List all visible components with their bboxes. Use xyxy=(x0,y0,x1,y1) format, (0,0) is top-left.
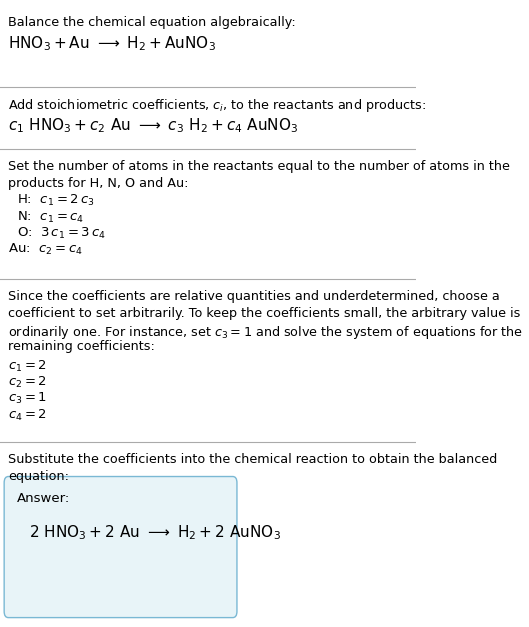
Text: coefficient to set arbitrarily. To keep the coefficients small, the arbitrary va: coefficient to set arbitrarily. To keep … xyxy=(8,307,521,320)
Text: Set the number of atoms in the reactants equal to the number of atoms in the: Set the number of atoms in the reactants… xyxy=(8,160,510,173)
Text: $\mathrm{2 \ HNO_3 + 2 \ Au \ \longrightarrow \ H_2 + 2 \ AuNO_3}$: $\mathrm{2 \ HNO_3 + 2 \ Au \ \longright… xyxy=(29,524,281,542)
Text: Au: $\ c_2 = c_4$: Au: $\ c_2 = c_4$ xyxy=(8,242,83,257)
Text: equation:: equation: xyxy=(8,470,69,483)
Text: $c_2 = 2$: $c_2 = 2$ xyxy=(8,375,47,390)
Text: Since the coefficients are relative quantities and underdetermined, choose a: Since the coefficients are relative quan… xyxy=(8,290,500,303)
Text: $c_1 \ \mathrm{HNO_3} + c_2 \ \mathrm{Au} \ \longrightarrow \ c_3 \ \mathrm{H_2}: $c_1 \ \mathrm{HNO_3} + c_2 \ \mathrm{Au… xyxy=(8,116,298,135)
Text: H: $\ c_1 = 2 \, c_3$: H: $\ c_1 = 2 \, c_3$ xyxy=(16,193,94,208)
Text: N: $\ c_1 = c_4$: N: $\ c_1 = c_4$ xyxy=(16,209,84,224)
Text: $c_3 = 1$: $c_3 = 1$ xyxy=(8,391,48,406)
FancyBboxPatch shape xyxy=(4,477,237,618)
Text: Balance the chemical equation algebraically:: Balance the chemical equation algebraica… xyxy=(8,16,296,29)
Text: $c_1 = 2$: $c_1 = 2$ xyxy=(8,359,47,374)
Text: Add stoichiometric coefficients, $c_i$, to the reactants and products:: Add stoichiometric coefficients, $c_i$, … xyxy=(8,97,426,114)
Text: Substitute the coefficients into the chemical reaction to obtain the balanced: Substitute the coefficients into the che… xyxy=(8,453,498,466)
Text: products for H, N, O and Au:: products for H, N, O and Au: xyxy=(8,177,189,190)
Text: O: $\ 3 \, c_1 = 3 \, c_4$: O: $\ 3 \, c_1 = 3 \, c_4$ xyxy=(16,226,106,241)
Text: $c_4 = 2$: $c_4 = 2$ xyxy=(8,408,47,423)
Text: $\mathrm{HNO_3 + Au \ \longrightarrow \ H_2 + AuNO_3}$: $\mathrm{HNO_3 + Au \ \longrightarrow \ … xyxy=(8,34,216,53)
Text: ordinarily one. For instance, set $c_3 = 1$ and solve the system of equations fo: ordinarily one. For instance, set $c_3 =… xyxy=(8,324,523,340)
Text: remaining coefficients:: remaining coefficients: xyxy=(8,340,155,354)
Text: Answer:: Answer: xyxy=(16,492,70,505)
